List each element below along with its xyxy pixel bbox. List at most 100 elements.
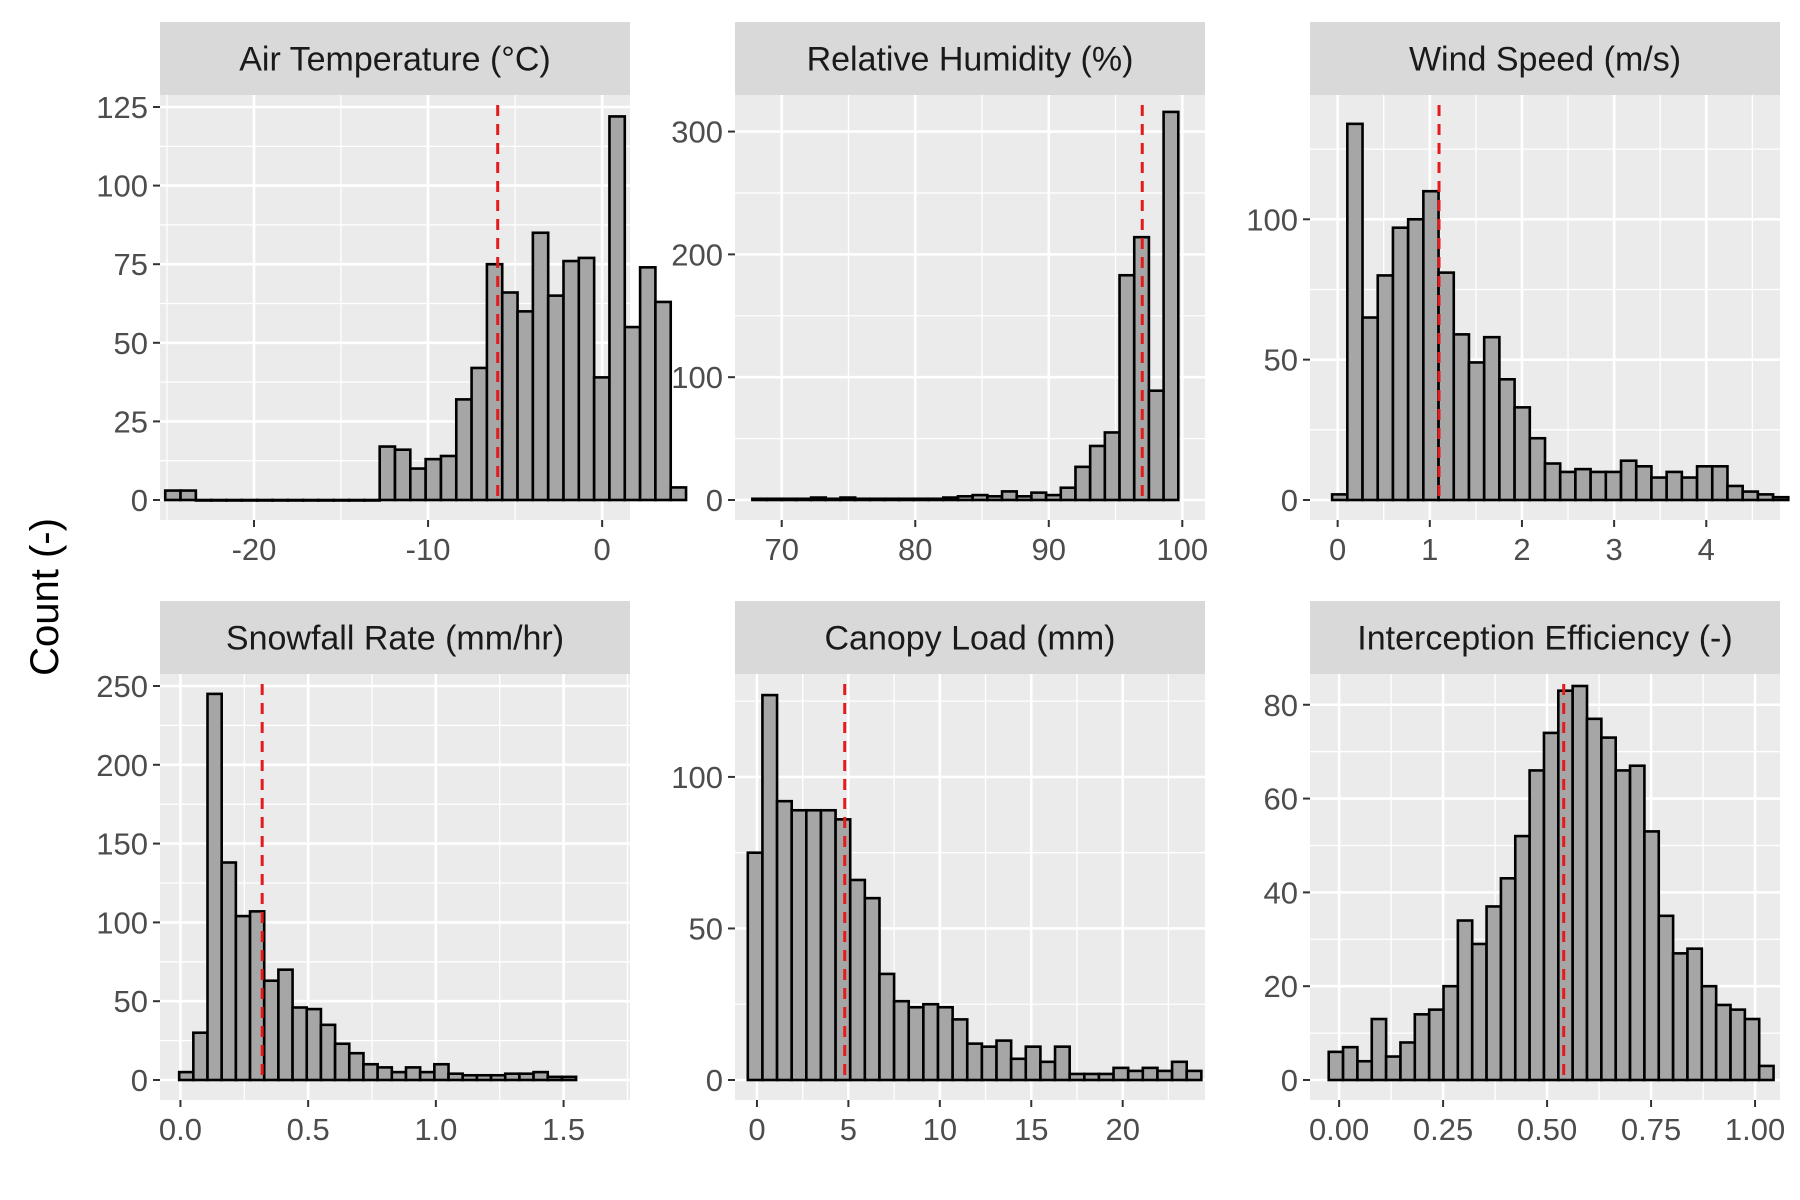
- histogram-bar: [834, 818, 852, 1082]
- x-tick-label: 0.25: [1413, 1112, 1473, 1147]
- histogram-bar: [1485, 905, 1503, 1082]
- histogram-bar: [1356, 1059, 1374, 1082]
- histogram-bar: [1574, 467, 1592, 502]
- histogram-bar: [194, 498, 213, 502]
- histogram-bar: [927, 497, 945, 502]
- y-tick-label: 20: [1264, 969, 1298, 1004]
- histogram-bar: [1528, 436, 1547, 502]
- histogram-bar: [1686, 947, 1704, 1082]
- facet-title: Snowfall Rate (mm/hr): [226, 620, 564, 658]
- histogram-bar: [1513, 834, 1531, 1082]
- histogram-bar: [809, 496, 828, 502]
- histogram-bar: [163, 489, 182, 502]
- y-tick-label: 25: [114, 404, 148, 439]
- panel-3: Wind Speed (m/s) 0 1 2 3 4 0 50 100: [1246, 22, 1790, 567]
- histogram-bar: [461, 1073, 479, 1082]
- histogram-bar: [1376, 274, 1395, 502]
- histogram-bar: [907, 1005, 925, 1082]
- histogram-bar: [317, 498, 336, 502]
- facet-title: Relative Humidity (%): [807, 41, 1134, 79]
- histogram-bar: [1771, 495, 1790, 502]
- histogram-bar: [1650, 476, 1668, 502]
- histogram-bar: [892, 999, 911, 1082]
- histogram-bar: [1068, 1072, 1086, 1082]
- y-tick-label: 0: [131, 1063, 148, 1098]
- histogram-bar: [439, 454, 458, 502]
- histogram-bar: [418, 1070, 436, 1082]
- x-tick-label: 20: [1105, 1112, 1139, 1147]
- histogram-bar: [1665, 470, 1684, 502]
- histogram-bar: [853, 497, 872, 502]
- histogram-bar: [1557, 689, 1574, 1082]
- histogram-bar: [1700, 984, 1718, 1082]
- histogram-bar: [863, 896, 881, 1082]
- y-tick-label: 40: [1264, 875, 1298, 910]
- histogram-bar: [1680, 476, 1699, 502]
- y-tick-label: 0: [1281, 483, 1298, 518]
- histogram-bar: [623, 325, 642, 502]
- histogram-bar: [848, 878, 867, 1082]
- histogram-bar: [390, 1070, 408, 1082]
- histogram-bar: [562, 259, 581, 502]
- x-tick-label: 1.00: [1725, 1112, 1785, 1147]
- histogram-bar: [179, 489, 198, 502]
- histogram-bar: [1024, 1045, 1042, 1082]
- histogram-bar: [1346, 122, 1364, 502]
- histogram-bar: [1467, 361, 1486, 502]
- histogram-bar: [1170, 1060, 1189, 1082]
- y-tick-label: 100: [671, 360, 723, 395]
- histogram-bar: [746, 851, 764, 1082]
- histogram-bar: [1053, 1045, 1071, 1082]
- histogram-bar: [1498, 377, 1516, 502]
- histogram-bar: [1729, 1008, 1747, 1082]
- facet-strip: [735, 22, 1205, 95]
- histogram-bar: [363, 498, 381, 502]
- histogram-bar: [1327, 1050, 1345, 1082]
- histogram-bar: [424, 457, 443, 502]
- histogram-bar: [1604, 470, 1623, 502]
- y-tick-label: 100: [671, 760, 723, 795]
- facet-strip: [735, 601, 1205, 674]
- histogram-bar: [286, 498, 305, 502]
- histogram-bar: [1097, 1072, 1115, 1082]
- y-tick-label: 60: [1264, 782, 1298, 817]
- histogram-bar: [206, 692, 223, 1082]
- x-tick-label: 5: [840, 1112, 857, 1147]
- histogram-bar: [1413, 1013, 1431, 1082]
- histogram-bar: [516, 310, 535, 502]
- histogram-bar: [1710, 465, 1729, 502]
- histogram-bar: [883, 497, 901, 502]
- histogram-bar: [1714, 1003, 1732, 1082]
- y-axis-title: Count (-): [23, 518, 67, 676]
- x-tick-label: 1.0: [414, 1112, 457, 1147]
- histogram-bar: [971, 493, 989, 502]
- histogram-bar: [1422, 189, 1440, 502]
- panel-2: Relative Humidity (%) 70 80 90 100 0 100 200 300: [671, 22, 1208, 567]
- x-tick-label: 0: [748, 1112, 765, 1147]
- histogram-bar: [1000, 490, 1019, 502]
- histogram-bar: [995, 1039, 1013, 1082]
- histogram-bar: [447, 1072, 464, 1082]
- histogram-bar: [518, 1072, 535, 1082]
- histogram-bar: [1082, 1072, 1101, 1082]
- x-tick-label: 0: [1329, 532, 1346, 567]
- histogram-bar: [1384, 1055, 1402, 1082]
- facet-title: Wind Speed (m/s): [1409, 41, 1681, 79]
- histogram-bar: [277, 968, 294, 1082]
- x-tick-label: 0: [594, 532, 611, 567]
- histogram-bar: [1039, 1060, 1057, 1082]
- histogram-bar: [393, 448, 412, 502]
- panel-4: Snowfall Rate (mm/hr) 0.0 0.5 1.0 1.5 0 50 100 1…: [96, 601, 630, 1147]
- histogram-bar: [319, 1023, 337, 1082]
- histogram-bar: [986, 495, 1004, 502]
- histogram-bar: [1399, 1041, 1417, 1082]
- histogram-bar: [262, 979, 280, 1082]
- histogram-bar: [225, 498, 244, 502]
- histogram-bar: [1482, 335, 1501, 502]
- histogram-bar: [1437, 271, 1456, 502]
- x-tick-label: 0.00: [1309, 1112, 1369, 1147]
- histogram-bar: [1044, 493, 1063, 502]
- histogram-bar: [291, 1006, 309, 1082]
- histogram-bar: [780, 497, 798, 502]
- histogram-bar: [1470, 942, 1488, 1082]
